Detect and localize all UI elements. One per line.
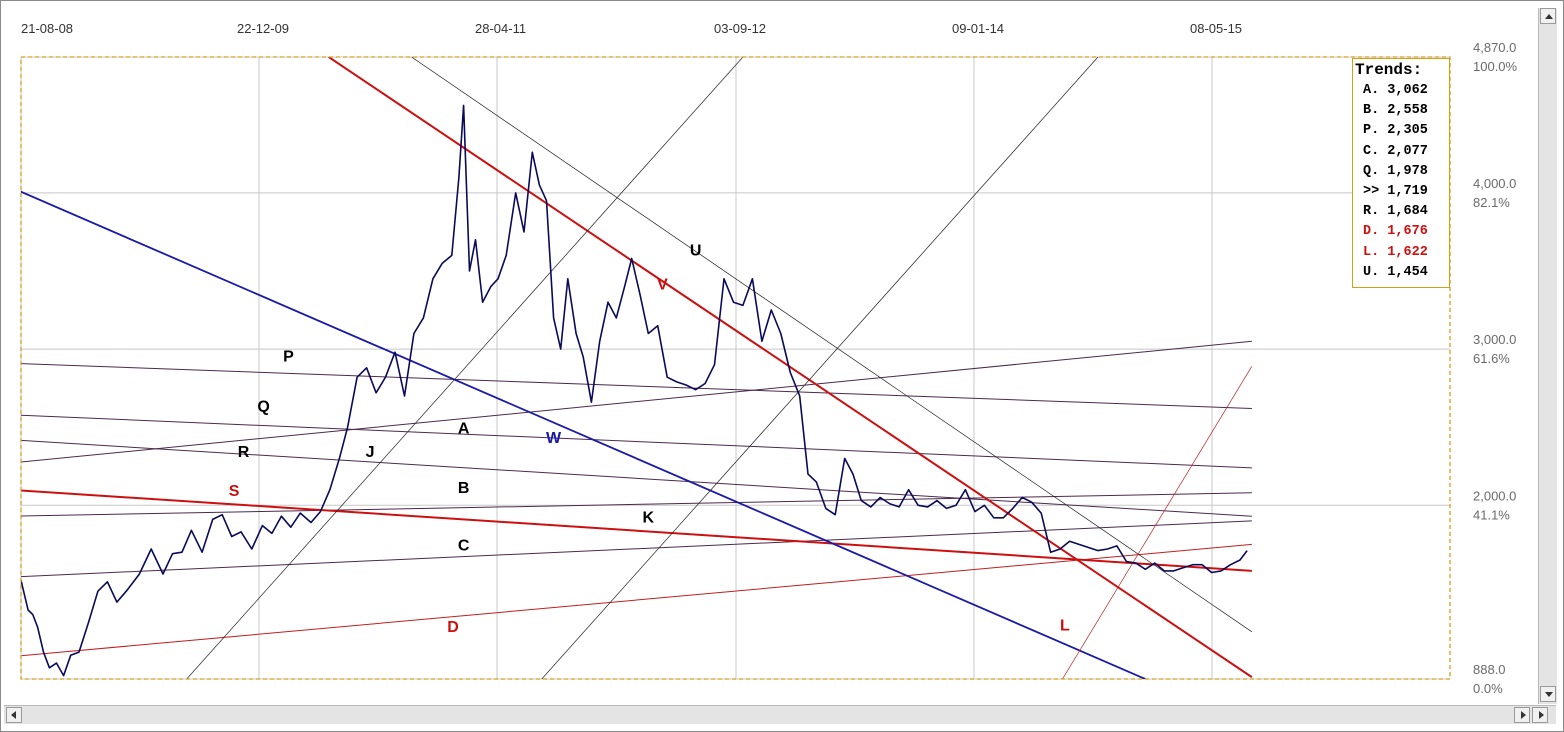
line-label-L: L: [1060, 617, 1070, 634]
x-tick-label: 08-05-15: [1190, 21, 1242, 36]
y-tick-percent: 100.0%: [1473, 59, 1518, 74]
chevron-right-icon: [1539, 711, 1544, 719]
line-label-C: C: [458, 538, 470, 555]
y-tick-percent: 82.1%: [1473, 195, 1510, 210]
x-tick-label: 22-12-09: [237, 21, 289, 36]
trend-line-L: [1062, 366, 1253, 679]
x-tick-label: 03-09-12: [714, 21, 766, 36]
scroll-up-button[interactable]: [1540, 8, 1556, 24]
trend-line-V: [328, 57, 1253, 678]
line-label-P: P: [283, 349, 294, 366]
x-tick-label: 21-08-08: [21, 21, 73, 36]
legend-entry: >> 1,719: [1363, 184, 1428, 199]
trend-line-Q: [21, 439, 1252, 517]
axes: 21-08-08 22-12-09 28-04-11 03-09-12 09-01-14…: [21, 21, 1518, 696]
legend-entry: D. 1,676: [1363, 224, 1428, 240]
legend-entry: C. 2,077: [1363, 143, 1428, 159]
line-label-V: V: [657, 277, 668, 294]
y-tick-label: 3,000.0: [1473, 332, 1516, 347]
legend-entry: B. 2,558: [1363, 103, 1428, 119]
scroll-down-button[interactable]: [1540, 686, 1556, 702]
legend-entry: L. 1,622: [1363, 244, 1428, 260]
line-label-W: W: [546, 430, 562, 447]
plot-border: [20, 56, 1451, 680]
line-label-Q: Q: [257, 399, 269, 416]
trend-line-D: [21, 543, 1252, 657]
legend-entry: Q. 1,978: [1363, 163, 1428, 179]
chevron-right-icon: [1521, 711, 1526, 719]
chevron-up-icon: [1545, 14, 1553, 19]
scroll-left-button[interactable]: [6, 707, 22, 723]
y-tick-label: 2,000.0: [1473, 488, 1516, 503]
x-tick-label: 28-04-11: [475, 21, 526, 36]
chevron-down-icon: [1545, 692, 1553, 697]
trend-line-W: [21, 190, 1146, 679]
legend-entry: U. 1,454: [1363, 264, 1428, 280]
trend-line-P: [21, 340, 1252, 463]
chevron-left-icon: [11, 711, 16, 719]
vertical-scrollbar[interactable]: [1538, 8, 1557, 704]
trend-line-B: [21, 414, 1252, 469]
line-label-D: D: [447, 619, 459, 636]
legend-title: Trends:: [1355, 61, 1423, 79]
line-label-U: U: [690, 242, 702, 259]
line-label-S: S: [229, 483, 240, 500]
y-tick-label: 888.0: [1473, 662, 1506, 677]
legend-entry: R. 1,684: [1363, 204, 1428, 220]
line-label-K: K: [642, 509, 654, 526]
trend-line-R: [21, 492, 1252, 517]
trend-line-S: [21, 489, 1252, 572]
line-label-B: B: [458, 480, 470, 497]
plot-frame: [20, 56, 1451, 680]
line-label-A: A: [458, 420, 470, 437]
y-tick-percent: 61.6%: [1473, 351, 1510, 366]
scroll-right-button[interactable]: [1514, 707, 1530, 723]
trends-legend: Trends: A. 3,062 B. 2,558 P. 2,305 C. 2,077…: [1352, 58, 1450, 288]
line-label-J: J: [366, 444, 375, 461]
trend-line-A: [21, 363, 1252, 409]
price-series: [21, 104, 1248, 677]
y-tick-percent: 0.0%: [1473, 681, 1503, 696]
trend-line-K: [541, 57, 1099, 679]
line-labels: P Q R S J A W B C D K V U L: [229, 242, 1070, 635]
y-tick-label: 4,870.0: [1473, 40, 1516, 55]
x-tick-label: 09-01-14: [952, 21, 1004, 36]
grid: [20, 56, 1450, 680]
legend-entry: P. 2,305: [1363, 123, 1428, 139]
scroll-right-end-button[interactable]: [1532, 707, 1548, 723]
trend-line-U: [411, 57, 1253, 633]
horizontal-scrollbar[interactable]: [4, 705, 1556, 724]
price-line: [21, 104, 1248, 677]
trend-line-J: [186, 57, 744, 679]
y-tick-percent: 41.1%: [1473, 507, 1510, 522]
trend-lines: [21, 57, 1253, 679]
legend-entry: A. 3,062: [1363, 83, 1428, 98]
line-label-R: R: [238, 444, 250, 461]
y-tick-label: 4,000.0: [1473, 176, 1516, 191]
